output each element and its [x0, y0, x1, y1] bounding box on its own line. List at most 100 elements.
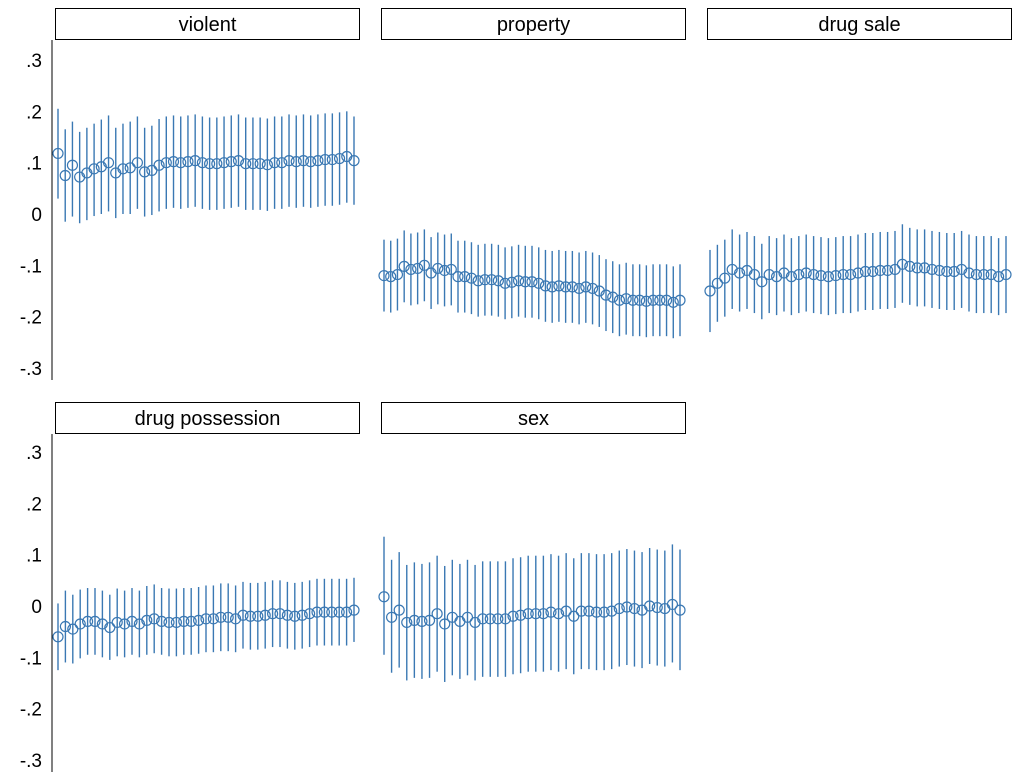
estimate-point: [182, 156, 194, 168]
estimate-point: [512, 275, 525, 287]
estimate-point: [778, 267, 790, 279]
estimate-point: [283, 155, 295, 167]
y-tick-label: .3: [26, 443, 42, 464]
estimate-point: [333, 606, 345, 618]
panel-title: violent: [179, 14, 237, 36]
estimate-point: [499, 613, 512, 625]
estimate-point: [874, 264, 886, 277]
estimate-point: [992, 271, 1005, 283]
estimate-point: [515, 609, 527, 621]
estimate-point: [118, 618, 131, 630]
estimate-point: [459, 271, 471, 283]
estimate-point: [881, 264, 894, 277]
estimate-point: [408, 614, 420, 626]
estimate-point: [289, 610, 301, 622]
estimate-point: [153, 159, 165, 171]
y-tick-label: -.1: [20, 648, 42, 669]
estimate-point: [131, 157, 144, 169]
estimate-point: [341, 606, 353, 618]
estimate-point: [793, 268, 805, 281]
estimate-point: [586, 282, 599, 295]
estimate-point: [431, 608, 443, 620]
estimate-point: [225, 156, 237, 168]
estimate-point: [627, 294, 639, 306]
y-tick-label: .1: [26, 546, 42, 567]
estimate-point: [590, 606, 603, 618]
estimate-point: [770, 271, 783, 283]
estimate-point: [539, 280, 552, 292]
estimate-point: [837, 268, 849, 281]
estimate-point: [719, 272, 731, 284]
estimate-point: [230, 613, 242, 625]
estimate-point: [102, 157, 115, 169]
estimate-point: [607, 291, 619, 303]
estimate-point: [318, 606, 330, 618]
estimate-point: [193, 614, 205, 626]
estimate-point: [88, 163, 100, 175]
panel-title: drug possession: [135, 408, 281, 430]
estimate-point: [378, 270, 390, 282]
estimate-point: [111, 616, 123, 629]
estimate-point: [465, 272, 478, 284]
estimate-point: [326, 606, 338, 618]
estimate-point: [416, 615, 428, 628]
estimate-point: [800, 267, 812, 279]
estimate-point: [477, 613, 489, 625]
estimate-point: [89, 615, 101, 628]
estimate-point: [647, 294, 659, 306]
y-tick-label: -.3: [20, 359, 42, 380]
estimate-point: [666, 598, 679, 611]
panel-strip: [381, 8, 686, 40]
estimate-point: [546, 281, 558, 293]
estimate-point: [261, 159, 273, 171]
estimate-point: [634, 294, 646, 306]
estimate-point: [552, 608, 565, 620]
estimate-point: [822, 271, 835, 283]
estimate-point: [704, 285, 716, 297]
estimate-point: [530, 608, 542, 620]
estimate-point: [486, 274, 498, 286]
estimate-point: [533, 277, 545, 289]
estimate-point: [955, 263, 968, 276]
estimate-point: [178, 615, 190, 628]
panel-title: property: [497, 14, 570, 36]
y-tick-label: -.3: [20, 751, 42, 772]
estimate-point: [600, 289, 612, 301]
estimate-point: [506, 276, 518, 288]
estimate-point: [575, 605, 587, 617]
estimate-point: [393, 604, 405, 616]
y-tick-label: .1: [26, 154, 42, 175]
estimate-point: [311, 606, 323, 618]
panel-strip: [55, 402, 360, 434]
estimate-point: [933, 264, 946, 277]
estimate-point: [81, 615, 94, 628]
estimate-point: [553, 280, 565, 292]
estimate-point: [644, 600, 656, 612]
estimate-point: [484, 613, 496, 625]
estimate-point: [167, 156, 180, 168]
estimate-point: [889, 263, 901, 276]
estimate-point: [67, 623, 79, 635]
estimate-point: [133, 618, 145, 630]
y-tick-label: .3: [26, 51, 42, 72]
estimate-point: [204, 158, 216, 170]
estimate-point: [259, 609, 271, 621]
estimate-point: [52, 147, 64, 160]
estimate-point: [274, 608, 286, 620]
estimate-point: [66, 159, 79, 171]
estimate-point: [59, 169, 71, 182]
estimate-point: [526, 276, 538, 288]
estimate-point: [297, 155, 310, 167]
estimate-point: [756, 276, 768, 288]
y-tick-label: 0: [31, 597, 42, 618]
estimate-point: [580, 281, 592, 293]
estimate-point: [941, 265, 953, 278]
estimate-point: [985, 268, 997, 281]
estimate-point: [918, 262, 931, 274]
estimate-point: [59, 620, 72, 633]
estimate-point: [126, 615, 138, 628]
estimate-point: [1000, 268, 1012, 281]
estimate-point: [141, 614, 153, 626]
estimate-point: [222, 611, 234, 623]
estimate-point: [674, 604, 686, 616]
